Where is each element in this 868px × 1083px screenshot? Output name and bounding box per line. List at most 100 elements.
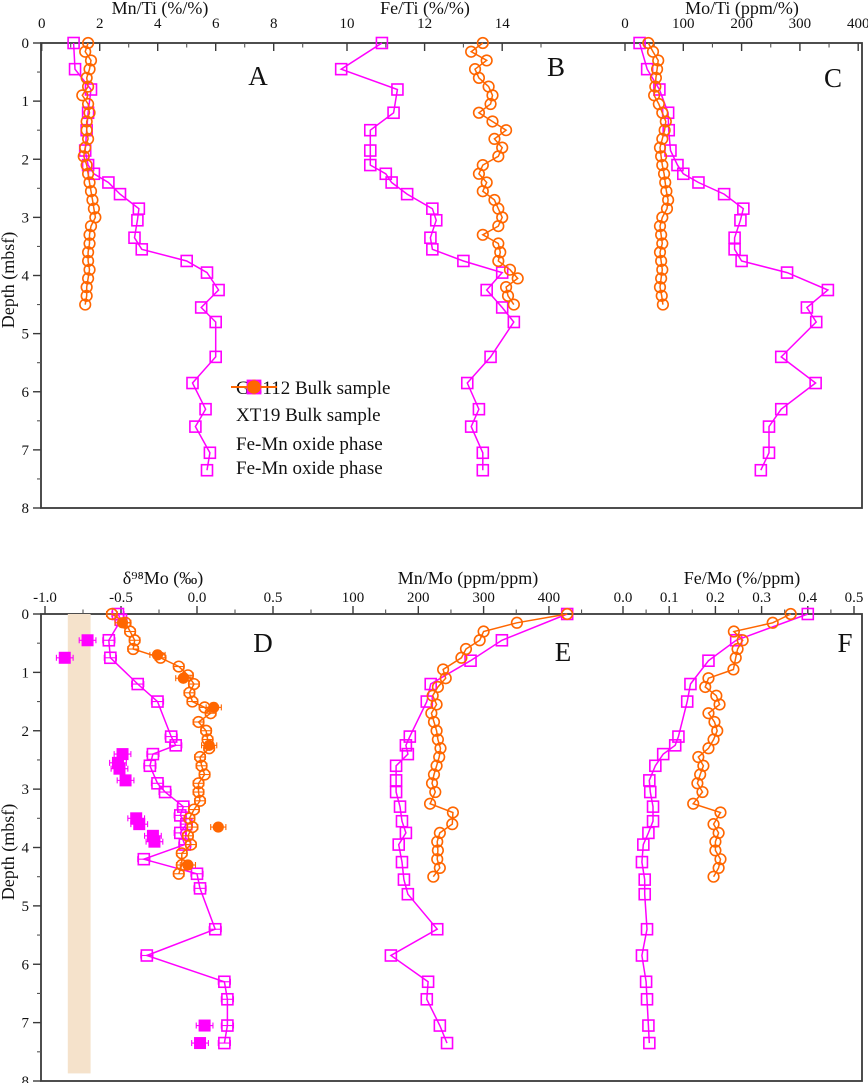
x-tick-label: 0.1 bbox=[660, 590, 679, 606]
filled-square-marker bbox=[148, 835, 161, 848]
open-circle-marker bbox=[473, 634, 486, 647]
open-circle-marker bbox=[476, 36, 489, 50]
open-circle-marker bbox=[80, 158, 93, 172]
open-square-marker bbox=[67, 36, 80, 50]
filled-square-marker bbox=[113, 762, 126, 775]
open-square-marker bbox=[734, 213, 747, 227]
series-open-square-B bbox=[334, 36, 521, 477]
open-square-marker bbox=[399, 739, 413, 752]
panel-b-label: B bbox=[547, 52, 565, 82]
open-circle-marker bbox=[659, 176, 672, 189]
series-open-circle-B bbox=[465, 36, 524, 311]
legend-label: GC112 Bulk sample bbox=[236, 378, 391, 399]
open-circle-marker bbox=[472, 106, 486, 119]
open-square-marker bbox=[128, 231, 141, 245]
series-open-square-F bbox=[635, 607, 815, 1050]
open-circle-marker bbox=[84, 54, 98, 67]
panel-F: 0.0 0.1 0.2 0.3 0.4 0.5 bbox=[614, 590, 864, 1050]
open-square-marker bbox=[209, 315, 222, 329]
open-square-marker bbox=[635, 855, 649, 869]
open-circle-marker bbox=[431, 835, 444, 848]
open-square-marker bbox=[334, 62, 348, 76]
series-line bbox=[81, 42, 97, 305]
open-square-marker bbox=[672, 730, 685, 743]
open-square-marker bbox=[638, 873, 652, 886]
open-circle-marker bbox=[186, 695, 199, 708]
filled-circle-marker bbox=[177, 672, 189, 684]
legend-item-femn-oxide-gc112: Fe-Mn oxide phase bbox=[228, 380, 390, 457]
filled-square-marker bbox=[133, 818, 146, 831]
x-tick-label: 400 bbox=[847, 16, 868, 32]
open-square-marker bbox=[662, 123, 676, 137]
y-tick-label: 3 bbox=[22, 782, 30, 798]
series-open-circle-E bbox=[423, 607, 574, 883]
legend-label: Fe-Mn oxide phase bbox=[236, 434, 383, 455]
open-square-marker bbox=[421, 975, 435, 989]
open-square-marker bbox=[762, 420, 776, 433]
open-square-marker bbox=[639, 975, 653, 989]
open-square-marker bbox=[801, 607, 815, 621]
open-circle-marker bbox=[84, 219, 98, 233]
panel-e-axis-title: Mn/Mo (ppm/ppm) bbox=[398, 568, 539, 589]
open-square-marker bbox=[633, 36, 646, 50]
open-circle-marker bbox=[83, 63, 96, 76]
open-square-marker bbox=[137, 852, 151, 866]
legend-label: XT19 Bulk sample bbox=[236, 405, 381, 426]
open-circle-marker bbox=[662, 193, 675, 207]
series-open-square-D bbox=[102, 607, 235, 1050]
y-tick-label: 4 bbox=[22, 269, 30, 285]
x-tick-label: 8 bbox=[270, 16, 278, 32]
series-line bbox=[389, 613, 568, 1044]
open-square-marker bbox=[495, 633, 509, 647]
open-circle-marker bbox=[707, 870, 720, 883]
open-circle-marker bbox=[192, 777, 205, 790]
panel-d-axis-title: δ⁹⁸Mo (‰) bbox=[123, 568, 204, 589]
open-circle-marker bbox=[455, 651, 468, 664]
open-square-marker bbox=[680, 695, 694, 708]
open-circle-marker bbox=[81, 167, 95, 180]
open-square-marker bbox=[643, 1036, 656, 1050]
legend: GC112 Bulk sample XT19 Bulk sample Fe-Mn… bbox=[228, 377, 390, 481]
open-circle-marker bbox=[511, 272, 524, 285]
open-circle-marker bbox=[702, 742, 715, 755]
open-square-marker bbox=[190, 867, 204, 881]
open-circle-marker bbox=[714, 853, 727, 866]
open-circle-marker bbox=[492, 219, 505, 233]
x-tick-label: 0 bbox=[621, 16, 629, 32]
open-square-marker bbox=[189, 420, 202, 433]
y-tick-label: 7 bbox=[22, 1016, 30, 1032]
x-tick-label: 0.3 bbox=[752, 590, 771, 606]
open-circle-marker bbox=[83, 106, 96, 119]
x-tick-label: 0.5 bbox=[845, 590, 864, 606]
filled-circle-marker bbox=[212, 821, 224, 833]
open-circle-marker bbox=[430, 759, 443, 772]
open-circle-marker bbox=[727, 625, 740, 638]
open-square-marker bbox=[495, 266, 509, 279]
open-square-marker bbox=[140, 949, 154, 962]
x-tick-label: 0.2 bbox=[706, 590, 725, 606]
open-circle-marker bbox=[507, 298, 520, 311]
open-circle-marker bbox=[76, 89, 89, 102]
open-square-marker bbox=[728, 243, 741, 256]
open-circle-marker bbox=[446, 806, 460, 819]
open-circle-marker bbox=[427, 870, 440, 883]
open-circle-marker bbox=[729, 651, 742, 664]
x-tick-label: 0.0 bbox=[188, 590, 207, 606]
panel-E: 100 200 300 400 bbox=[342, 590, 583, 1050]
y-tick-label: 3 bbox=[22, 210, 30, 226]
filled-square-marker bbox=[58, 651, 71, 664]
x-tick-label: 200 bbox=[407, 590, 430, 606]
open-circle-marker bbox=[433, 826, 446, 840]
open-square-marker bbox=[400, 187, 414, 201]
x-tick-label: 300 bbox=[472, 590, 495, 606]
open-circle-marker bbox=[83, 228, 96, 241]
open-circle-marker bbox=[427, 715, 441, 729]
open-square-marker bbox=[676, 167, 690, 181]
open-circle-marker bbox=[427, 768, 441, 781]
plot-box-top bbox=[40, 42, 863, 509]
open-circle-marker bbox=[79, 45, 92, 58]
open-circle-marker bbox=[655, 228, 668, 241]
open-circle-marker bbox=[656, 298, 669, 311]
open-square-marker bbox=[403, 730, 417, 743]
